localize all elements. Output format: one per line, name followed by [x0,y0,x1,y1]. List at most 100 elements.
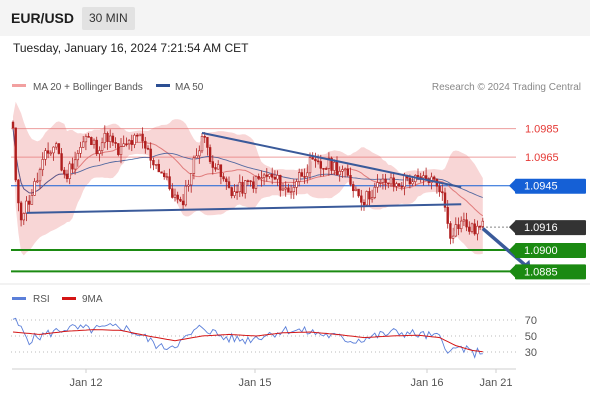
candle [114,137,117,149]
candle-body [449,223,452,239]
candle-body [92,139,96,145]
chart-datetime: Tuesday, January 16, 2024 7:21:54 AM CET [13,41,249,55]
interval-badge[interactable]: 30 MIN [82,7,135,30]
candle-body [360,195,363,203]
level-badge-support [515,243,586,258]
candle-body [400,185,403,188]
candle [389,172,393,187]
candle-body [117,143,120,155]
candle-body [11,121,15,129]
candle [354,186,358,192]
candle [82,136,85,148]
candle-body [281,188,285,191]
candle [33,178,36,196]
candle-body [138,133,142,137]
candle [149,142,152,169]
candle [46,142,50,159]
candle [230,186,233,199]
rsi-tick-label: 70 [525,315,537,327]
bollinger-bands [13,101,483,256]
candle [438,181,441,197]
candle-body [373,186,376,198]
candle [157,159,160,173]
candle-body [422,175,425,179]
candle [281,183,285,191]
x-axis-ticks: Jan 12 Jan 15 Jan 16 Jan 21 [69,369,513,389]
forecast-arrow-shaft [481,227,530,270]
candle-body [30,195,34,205]
candle [476,220,479,241]
candle [235,184,239,200]
candle-body [171,188,174,198]
candle [333,159,336,176]
candle-body [68,163,71,179]
candle [60,148,63,172]
candle-body [46,150,50,154]
candle-body [395,183,398,187]
candle [384,173,387,190]
candle-body [387,182,390,185]
candle [324,166,328,170]
candle-body [446,207,449,224]
candle [144,136,147,154]
candle-body [341,169,344,172]
candle [181,193,185,210]
level-badge-last [515,220,586,236]
candle-body [319,161,322,169]
candle [265,168,268,182]
candle-body [335,162,339,176]
candle-body [451,235,455,239]
candle-body [211,161,214,168]
candle-body [230,187,233,197]
candle-body [330,157,333,171]
candle [254,175,258,194]
level-badge-support [515,264,586,280]
candle [268,173,271,179]
candle-body [57,143,61,154]
level-badge-pivot [515,178,586,194]
level-badge-pointer [509,244,515,256]
candle [36,172,39,184]
candle-body [454,224,457,237]
candle [308,152,312,180]
candle [130,134,133,152]
level-badge-pointer [509,221,515,234]
candle-body [119,146,123,155]
candle-body [300,172,304,177]
candle-body [17,179,20,204]
candle-body [465,219,468,228]
candle-body [114,142,117,144]
candle-body [368,191,371,200]
level-label-support: 1.0900 [524,245,558,257]
candle [297,168,301,187]
candle [468,221,471,235]
ma20-legend-label: MA 20 + Bollinger Bands [33,82,143,93]
candle [400,182,403,191]
candle-body [214,167,217,170]
candle-body [14,127,17,181]
candle-body [157,163,160,173]
candle [257,173,260,181]
candle [443,187,447,212]
x-tick-label: Jan 16 [410,377,443,389]
candle [92,138,96,149]
candle [11,120,15,130]
level-badge-pointer [509,179,515,192]
candle [171,183,174,199]
candle-body [111,135,115,143]
candle-body [376,182,379,188]
candle-body [208,147,212,162]
candle-body [354,188,358,192]
candle-body [408,177,412,185]
candle [341,165,344,178]
candle-body [324,168,328,170]
candle-body [284,187,287,190]
candle [22,212,25,225]
candle [49,150,53,157]
candle [295,178,298,196]
candle [106,131,109,150]
candle [206,137,209,156]
candle [54,141,58,150]
candle-body [44,150,47,160]
rsi-line [12,317,483,359]
